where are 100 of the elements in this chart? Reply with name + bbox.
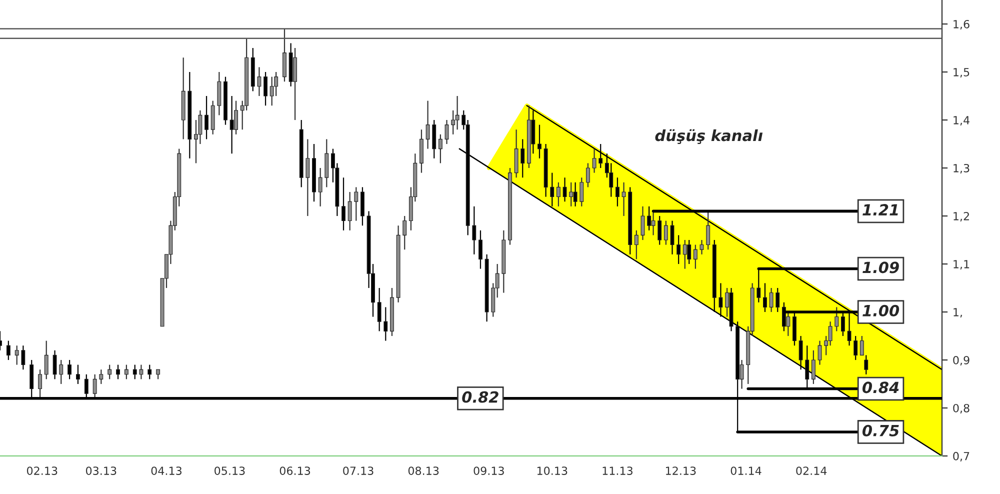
y-tick-label: 1, bbox=[954, 308, 962, 318]
candlestick bbox=[562, 177, 567, 202]
y-tick-label: 0,7 bbox=[953, 452, 970, 462]
x-tick-label: 03.13 bbox=[86, 466, 116, 475]
candlestick bbox=[92, 374, 97, 399]
candlestick bbox=[550, 172, 554, 207]
candlestick bbox=[44, 340, 48, 380]
candlestick bbox=[21, 345, 26, 370]
candlestick bbox=[132, 364, 137, 380]
candlestick bbox=[634, 230, 638, 260]
y-tick-label: 0,9 bbox=[953, 356, 970, 366]
candlestick bbox=[569, 182, 574, 207]
candlestick bbox=[384, 306, 388, 342]
candlestick bbox=[598, 143, 603, 169]
candlestick bbox=[580, 177, 584, 207]
candlestick bbox=[426, 100, 430, 150]
candlestick bbox=[377, 287, 382, 332]
candlestick bbox=[342, 177, 346, 231]
annotation: 1.09 bbox=[862, 262, 899, 274]
annotation: 0.75 bbox=[862, 424, 899, 436]
candlestick bbox=[776, 287, 780, 313]
candlestick bbox=[257, 66, 262, 97]
x-tick-label: 07.13 bbox=[343, 466, 374, 475]
candlestick bbox=[834, 306, 839, 332]
y-tick-label: 1,2 bbox=[954, 212, 969, 222]
candlestick bbox=[210, 100, 215, 135]
candlestick bbox=[860, 335, 864, 356]
candlestick bbox=[38, 369, 42, 399]
candlestick bbox=[658, 215, 662, 246]
y-tick-label: 0,8 bbox=[953, 404, 970, 414]
candlestick bbox=[68, 359, 72, 380]
candlestick bbox=[455, 95, 460, 130]
candlestick bbox=[647, 206, 652, 231]
candlestick bbox=[264, 71, 268, 106]
candlestick bbox=[432, 119, 436, 159]
candlestick bbox=[798, 335, 803, 370]
candlestick bbox=[700, 239, 704, 255]
candlestick bbox=[420, 129, 424, 174]
candlestick bbox=[14, 345, 19, 366]
candlestick bbox=[818, 340, 822, 366]
candlestick bbox=[514, 129, 518, 178]
candlestick bbox=[354, 186, 358, 222]
candlestick bbox=[116, 364, 120, 380]
candlestick bbox=[664, 220, 668, 246]
y-tick-label: 1,1 bbox=[954, 260, 970, 270]
candlestick bbox=[769, 287, 774, 313]
x-tick-label: 02.13 bbox=[26, 466, 58, 475]
candlestick bbox=[293, 47, 297, 121]
candlestick bbox=[786, 311, 790, 337]
candlestick bbox=[108, 364, 112, 380]
candlestick bbox=[472, 206, 476, 255]
candlestick bbox=[693, 244, 698, 270]
x-tick-label: 06.13 bbox=[280, 466, 310, 475]
x-tick-label: 05.13 bbox=[214, 466, 245, 475]
candlestick bbox=[651, 210, 656, 236]
candlestick bbox=[6, 340, 10, 361]
annotation: 1.21 bbox=[862, 204, 898, 216]
candlestick bbox=[622, 182, 626, 217]
candlestick bbox=[318, 167, 322, 207]
candlestick bbox=[99, 369, 104, 385]
candlestick bbox=[854, 335, 858, 361]
candlestick bbox=[148, 364, 152, 380]
y-tick-label: 1,4 bbox=[954, 116, 970, 126]
candlestick bbox=[139, 364, 144, 380]
x-tick-label: 04.13 bbox=[151, 466, 182, 475]
x-tick-label: 10.13 bbox=[537, 466, 568, 475]
candlestick bbox=[556, 182, 560, 207]
candlestick bbox=[478, 230, 482, 270]
candlestick bbox=[438, 134, 442, 164]
candlestick bbox=[324, 138, 329, 188]
candlestick bbox=[592, 148, 596, 174]
candlestick bbox=[270, 76, 274, 106]
candlestick bbox=[682, 239, 687, 270]
x-tick-label: 11.13 bbox=[602, 466, 632, 475]
candlestick bbox=[640, 206, 645, 241]
candlestick bbox=[306, 138, 310, 217]
candlestick bbox=[573, 182, 578, 207]
candlestick bbox=[520, 138, 525, 178]
candlestick bbox=[234, 100, 238, 135]
candlestick bbox=[687, 239, 692, 265]
candlestick bbox=[217, 71, 222, 116]
candlestick bbox=[676, 234, 681, 265]
candlestick bbox=[586, 162, 590, 188]
candlestick bbox=[811, 350, 816, 385]
candlestick bbox=[52, 350, 57, 380]
candlestick bbox=[444, 119, 449, 145]
y-tick-label: 1,5 bbox=[954, 68, 970, 78]
candlestick bbox=[360, 186, 364, 226]
annotation: 1.00 bbox=[862, 304, 900, 316]
candlestick bbox=[615, 177, 620, 207]
candlestick bbox=[282, 28, 286, 82]
candlestick bbox=[76, 364, 80, 385]
candlestick bbox=[670, 220, 674, 255]
candlestick bbox=[124, 364, 128, 380]
x-tick-label: 09.13 bbox=[474, 466, 504, 475]
candlestick bbox=[763, 282, 767, 313]
ref-line-label: 0.82 bbox=[462, 391, 498, 403]
y-tick-label: 1,6 bbox=[954, 20, 970, 30]
x-tick-label: 12.13 bbox=[666, 466, 696, 475]
candlestick bbox=[538, 124, 542, 159]
